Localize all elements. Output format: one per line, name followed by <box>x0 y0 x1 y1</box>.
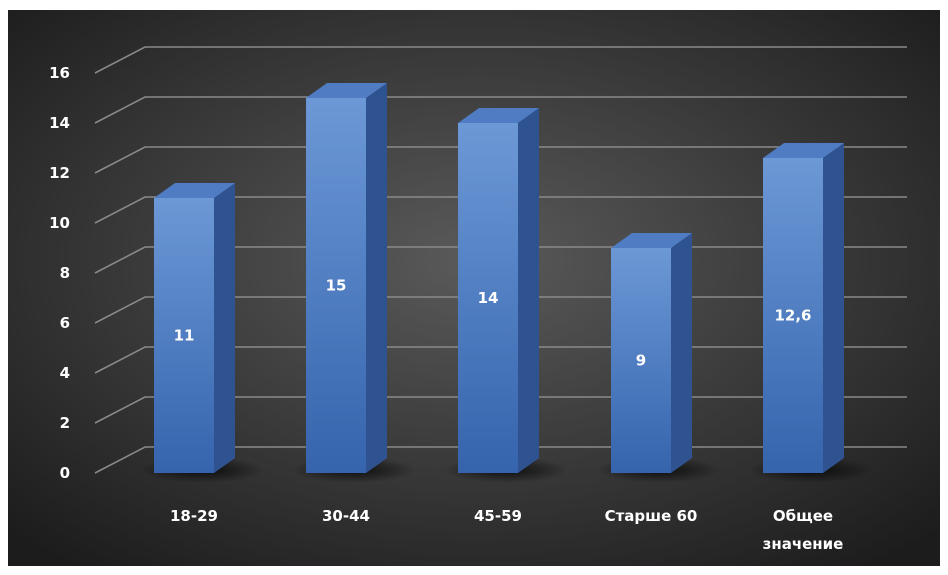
y-tick-label: 16 <box>49 64 70 82</box>
bar: 15 <box>292 83 416 483</box>
bar-front <box>458 123 518 473</box>
bar: 12,6 <box>749 143 873 483</box>
y-tick-label: 0 <box>60 464 70 482</box>
bar-top <box>611 233 692 248</box>
gridline <box>94 96 907 124</box>
x-category-label: Старше 60 <box>605 507 698 525</box>
bar-top <box>763 143 844 158</box>
gridlines <box>94 46 907 474</box>
data-label: 12,6 <box>774 307 811 325</box>
data-label: 14 <box>478 289 499 307</box>
x-category-label: 18-29 <box>170 507 218 525</box>
y-tick-label: 6 <box>60 314 70 332</box>
gridline <box>94 146 907 174</box>
x-category-label: 45-59 <box>474 507 522 525</box>
bars: 11 15 14 9 12,6 <box>140 83 873 483</box>
y-tick-label: 12 <box>49 164 70 182</box>
bar-side <box>823 143 844 473</box>
bar-front <box>154 198 214 473</box>
bar: 14 <box>444 108 568 483</box>
gridline <box>94 46 907 74</box>
data-label: 9 <box>636 352 646 370</box>
y-tick-label: 8 <box>60 264 70 282</box>
gridline <box>94 196 907 224</box>
bar-top <box>306 83 387 98</box>
bar-front <box>763 158 823 473</box>
bar-side <box>366 83 387 473</box>
bar-side <box>518 108 539 473</box>
bar-front <box>611 248 671 473</box>
x-category-label: значение <box>763 535 844 553</box>
data-label: 11 <box>174 327 195 345</box>
bar-top <box>154 183 235 198</box>
x-category-label: 30-44 <box>322 507 370 525</box>
x-axis-categories: 18-29 30-44 45-59 Старше 60 Общее значение <box>170 507 843 553</box>
bar: 9 <box>597 233 721 483</box>
bar-side <box>214 183 235 473</box>
y-tick-label: 10 <box>49 214 70 232</box>
bar-top <box>458 108 539 123</box>
bar-front <box>306 98 366 473</box>
y-tick-label: 14 <box>49 114 70 132</box>
y-tick-label: 2 <box>60 414 70 432</box>
y-axis-ticks: 0 2 4 6 8 10 12 14 16 <box>49 64 70 482</box>
y-tick-label: 4 <box>60 364 70 382</box>
data-label: 15 <box>326 277 347 295</box>
bar: 11 <box>140 183 264 483</box>
bar-side <box>671 233 692 473</box>
x-category-label: Общее <box>773 507 833 525</box>
